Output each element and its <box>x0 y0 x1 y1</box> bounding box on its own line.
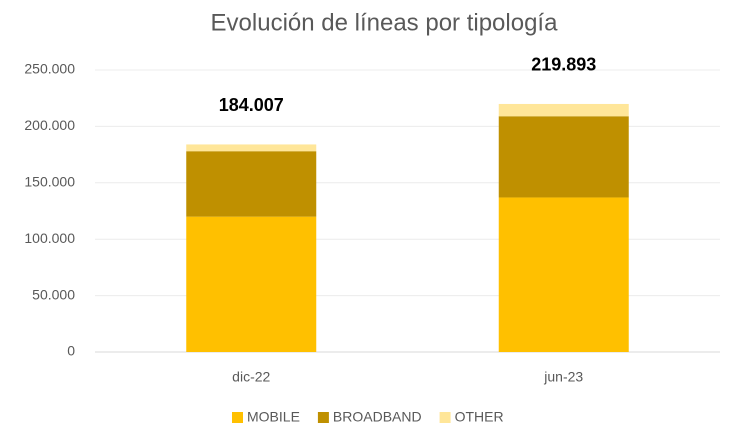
y-tick-label: 0 <box>67 343 75 359</box>
bar-segment <box>186 216 317 352</box>
bar-segment <box>498 197 629 352</box>
y-tick-label: 250.000 <box>24 61 75 77</box>
legend-label: OTHER <box>455 409 504 425</box>
y-tick-label: 150.000 <box>24 174 75 190</box>
bar-segment <box>186 144 317 152</box>
total-label: 184.007 <box>219 95 284 115</box>
legend-swatch <box>232 412 243 423</box>
legend-swatch <box>439 412 451 423</box>
y-tick-label: 100.000 <box>24 230 75 246</box>
x-tick-label: dic-22 <box>232 369 270 385</box>
bar-segment <box>498 116 629 198</box>
y-tick-label: 200.000 <box>24 117 75 133</box>
chart-title: Evolución de líneas por tipología <box>211 9 559 36</box>
bar-segment <box>498 103 629 117</box>
y-tick-label: 50.000 <box>32 286 75 302</box>
legend-swatch <box>317 412 329 423</box>
legend-label: BROADBAND <box>333 409 422 425</box>
total-label: 219.893 <box>531 55 596 75</box>
bar-segment <box>186 151 317 217</box>
x-tick-label: jun-23 <box>543 369 583 385</box>
legend-label: MOBILE <box>247 409 300 425</box>
